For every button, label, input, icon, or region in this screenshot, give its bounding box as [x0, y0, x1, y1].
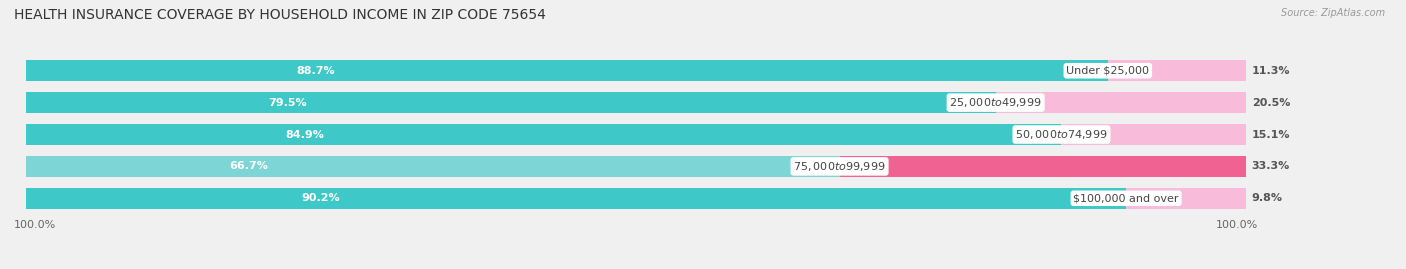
Text: 66.7%: 66.7% — [229, 161, 269, 171]
Text: 9.8%: 9.8% — [1251, 193, 1282, 203]
Bar — [27, 92, 995, 113]
Text: HEALTH INSURANCE COVERAGE BY HOUSEHOLD INCOME IN ZIP CODE 75654: HEALTH INSURANCE COVERAGE BY HOUSEHOLD I… — [14, 8, 546, 22]
Bar — [27, 124, 1062, 145]
Text: 84.9%: 84.9% — [285, 129, 323, 140]
Text: 90.2%: 90.2% — [301, 193, 340, 203]
Text: 100.0%: 100.0% — [1216, 220, 1258, 230]
Bar — [27, 188, 1246, 209]
Text: $50,000 to $74,999: $50,000 to $74,999 — [1015, 128, 1108, 141]
Bar — [27, 92, 1246, 113]
Text: 33.3%: 33.3% — [1251, 161, 1289, 171]
Bar — [995, 92, 1246, 113]
Bar — [27, 60, 1246, 81]
Text: 15.1%: 15.1% — [1251, 129, 1291, 140]
Text: 88.7%: 88.7% — [297, 66, 335, 76]
Text: Source: ZipAtlas.com: Source: ZipAtlas.com — [1281, 8, 1385, 18]
Text: 100.0%: 100.0% — [14, 220, 56, 230]
Bar — [27, 60, 1108, 81]
Text: $25,000 to $49,999: $25,000 to $49,999 — [949, 96, 1042, 109]
Text: 79.5%: 79.5% — [269, 98, 308, 108]
Text: Under $25,000: Under $25,000 — [1066, 66, 1149, 76]
Bar — [1108, 60, 1246, 81]
Bar — [27, 188, 1126, 209]
Bar — [27, 156, 1246, 177]
Bar — [1126, 188, 1246, 209]
Text: $75,000 to $99,999: $75,000 to $99,999 — [793, 160, 886, 173]
Text: 20.5%: 20.5% — [1251, 98, 1291, 108]
Text: $100,000 and over: $100,000 and over — [1073, 193, 1178, 203]
Bar — [1062, 124, 1246, 145]
Bar — [27, 156, 839, 177]
Bar — [839, 156, 1246, 177]
Text: 11.3%: 11.3% — [1251, 66, 1291, 76]
Bar — [27, 124, 1246, 145]
